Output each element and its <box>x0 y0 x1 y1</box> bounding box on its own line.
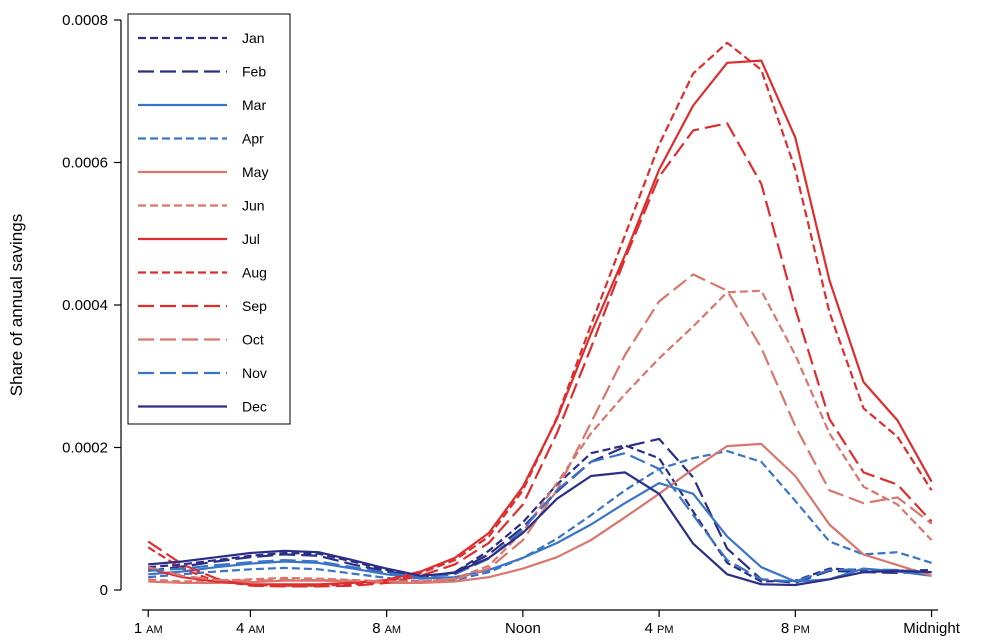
y-tick-label: 0 <box>100 582 108 599</box>
y-tick-label: 0.0004 <box>62 297 108 314</box>
series-line-dec <box>148 471 932 587</box>
legend-label: Jan <box>242 30 265 46</box>
series-line-mar <box>148 482 932 583</box>
y-tick-label: 0.0002 <box>62 440 108 457</box>
x-tick-label-main: 4 <box>645 620 653 637</box>
legend-item-dec: Dec <box>138 399 267 415</box>
legend-label: Apr <box>242 131 264 147</box>
x-tick-label: 4 PM <box>645 620 674 637</box>
legend-label: May <box>242 164 268 180</box>
series-line-jun <box>148 289 933 583</box>
y-tick-label: 0.0008 <box>62 12 108 29</box>
y-ticks: 0 0.0002 0.0004 0.0006 0.0008 <box>62 12 121 599</box>
legend-item-oct: Oct <box>138 332 264 348</box>
legend-label: Sep <box>242 298 267 314</box>
legend-item-mar: Mar <box>138 97 266 113</box>
legend: Jan Feb Mar Apr May Jun Jul Aug Sep Oct Nov Dec <box>127 13 291 425</box>
x-tick-label: 1 AM <box>134 620 163 637</box>
series-line-jan <box>148 444 932 583</box>
legend-item-sep: Sep <box>138 298 267 314</box>
x-tick-label-main: 1 <box>134 620 142 637</box>
x-tick-label-main: 8 <box>781 620 789 637</box>
x-tick-label-suffix: AM <box>248 624 265 636</box>
x-tick-label-suffix: PM <box>793 624 810 636</box>
series-line-nov <box>148 452 932 583</box>
x-tick-label-suffix: AM <box>146 624 163 636</box>
series-line-may <box>148 442 932 585</box>
x-tick-label: Noon <box>505 620 541 637</box>
legend-item-apr: Apr <box>138 131 264 147</box>
legend-box <box>127 13 291 425</box>
x-tick-label-suffix: AM <box>385 624 402 636</box>
legend-label: Aug <box>242 265 267 281</box>
x-tick-label-main: 4 <box>236 620 244 637</box>
legend-label: Dec <box>242 399 267 415</box>
legend-item-jul: Jul <box>138 231 260 247</box>
legend-item-feb: Feb <box>138 64 266 80</box>
legend-label: Jun <box>242 198 265 214</box>
legend-item-may: May <box>138 164 268 180</box>
x-tick-label: 4 AM <box>236 620 265 637</box>
x-tick-label-main: 8 <box>372 620 380 637</box>
legend-item-jan: Jan <box>138 30 265 46</box>
y-tick-label: 0.0006 <box>62 155 108 172</box>
x-ticks: 1 AM 4 AM 8 AM Noon 4 PM 8 PM Midnight <box>134 610 961 637</box>
x-tick-label: 8 PM <box>781 620 810 637</box>
legend-label: Oct <box>242 332 264 348</box>
legend-label: Feb <box>242 64 266 80</box>
legend-label: Mar <box>242 97 266 113</box>
legend-items: Jan Feb Mar Apr May Jun Jul Aug Sep Oct Nov Dec <box>138 30 268 415</box>
legend-label: Nov <box>242 365 267 381</box>
x-tick-label-main: Midnight <box>903 620 961 637</box>
series-lines <box>147 41 933 588</box>
legend-label: Jul <box>242 231 260 247</box>
legend-item-nov: Nov <box>138 365 267 381</box>
series-line-apr <box>148 450 932 583</box>
x-tick-label-main: Noon <box>505 620 541 637</box>
series-line-sep <box>147 122 933 588</box>
x-tick-label-suffix: PM <box>657 624 674 636</box>
legend-item-jun: Jun <box>138 198 265 214</box>
x-tick-label: Midnight <box>903 620 961 637</box>
x-tick-label: 8 AM <box>372 620 401 637</box>
y-axis-label: Share of annual savings <box>7 214 26 396</box>
legend-item-aug: Aug <box>138 265 267 281</box>
